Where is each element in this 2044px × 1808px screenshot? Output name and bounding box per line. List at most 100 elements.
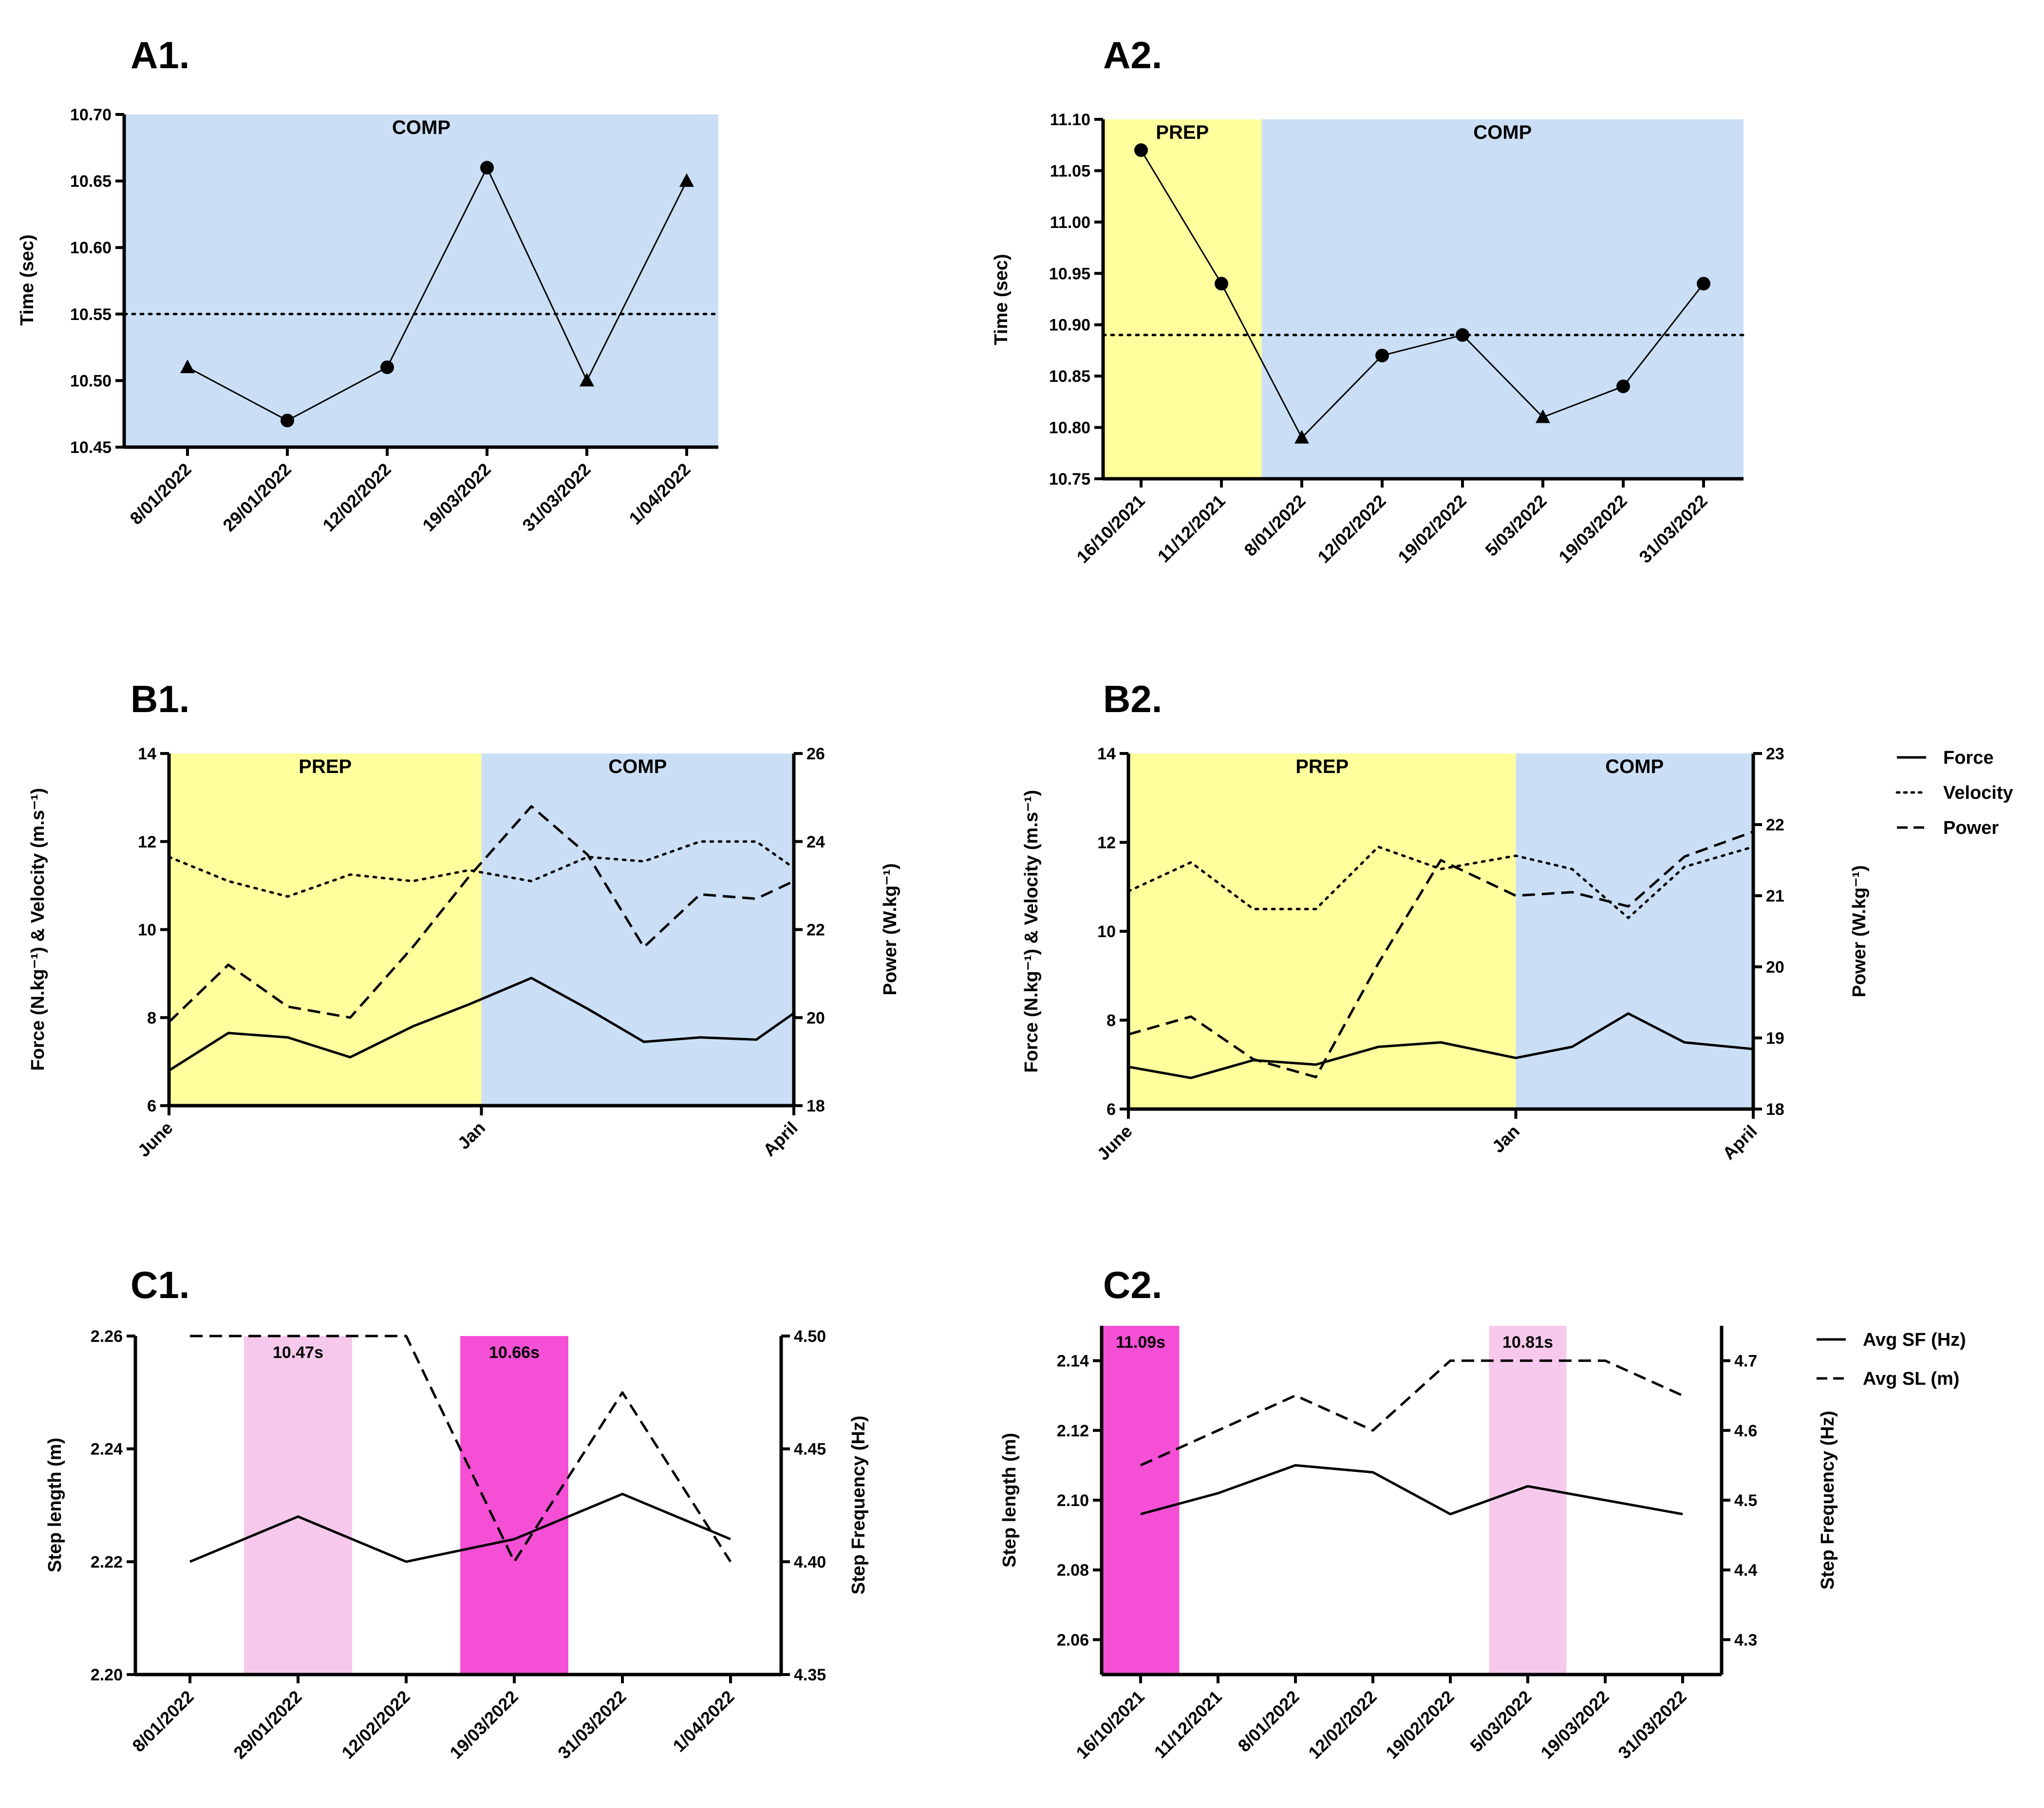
y-tick-label: 2.12 bbox=[1057, 1422, 1089, 1440]
y-tick-label: 10.90 bbox=[1049, 316, 1090, 335]
y2-tick-label: 4.40 bbox=[794, 1553, 826, 1571]
data-point bbox=[1294, 430, 1309, 444]
series-line bbox=[1140, 150, 1705, 439]
data-point bbox=[180, 359, 195, 374]
x-tick-label: 12/02/2022 bbox=[1304, 1687, 1380, 1763]
y-tick-label: 2.26 bbox=[91, 1327, 123, 1346]
x-tick-label: 11/12/2021 bbox=[1154, 491, 1229, 566]
race-time-label: 10.81s bbox=[1502, 1333, 1553, 1352]
y2-tick-label: 24 bbox=[806, 833, 825, 851]
x-tick-label: June bbox=[1093, 1121, 1136, 1164]
y-axis-label: Time (sec) bbox=[17, 234, 38, 325]
data-point bbox=[480, 161, 494, 175]
chart-B1: PREP COMP 6 8 10 12 14 18 20 22 24 26 June Jan April Fo… bbox=[28, 678, 900, 1161]
x-tick-label: 12/02/2022 bbox=[1313, 491, 1389, 567]
series-velocity bbox=[168, 840, 795, 898]
y2-tick-label: 18 bbox=[1766, 1100, 1784, 1119]
race-time-label: 11.09s bbox=[1116, 1333, 1165, 1352]
phase-label: COMP bbox=[392, 117, 450, 138]
x-tick-label: 31/03/2022 bbox=[1635, 491, 1711, 567]
x-tick-label: April bbox=[759, 1118, 802, 1160]
phase-band bbox=[124, 114, 718, 447]
x-tick-label: 31/03/2022 bbox=[1614, 1687, 1690, 1763]
y-tick-label: 2.08 bbox=[1057, 1561, 1089, 1580]
data-point bbox=[1536, 409, 1550, 423]
phase-label: PREP bbox=[1156, 122, 1209, 143]
data-point bbox=[1215, 277, 1228, 291]
panel-label: A2. bbox=[1103, 34, 1162, 76]
y-axis-label: Force (N.kg⁻¹) & Velocity (m.s⁻¹) bbox=[1021, 790, 1042, 1073]
series-power bbox=[168, 805, 795, 1023]
y-tick-label: 11.05 bbox=[1050, 162, 1090, 180]
y2-tick-label: 26 bbox=[806, 745, 825, 763]
phase-label: COMP bbox=[1605, 756, 1664, 777]
legend-label: Power bbox=[1943, 818, 1999, 838]
y-tick-label: 14 bbox=[138, 745, 156, 763]
y-tick-label: 2.20 bbox=[91, 1666, 123, 1684]
y-tick-label: 2.24 bbox=[91, 1440, 123, 1459]
y-tick-label: 2.14 bbox=[1057, 1352, 1089, 1371]
y-tick-label: 10.80 bbox=[1049, 419, 1090, 437]
legend-label: Velocity bbox=[1943, 783, 2013, 803]
x-tick-label: 19/02/2022 bbox=[1394, 491, 1470, 567]
race-highlight bbox=[1489, 1326, 1567, 1675]
series-power bbox=[1128, 830, 1754, 1078]
y-tick-label: 10 bbox=[1097, 923, 1116, 941]
race-time-label: 10.66s bbox=[489, 1343, 540, 1362]
phase-band bbox=[1128, 753, 1516, 1109]
x-tick-label: June bbox=[133, 1118, 176, 1161]
race-highlight bbox=[244, 1336, 352, 1675]
y2-tick-label: 23 bbox=[1766, 745, 1784, 763]
y2-tick-label: 4.35 bbox=[794, 1666, 826, 1684]
series-avgsfhz bbox=[189, 1492, 731, 1563]
y-tick-label: 11.10 bbox=[1050, 111, 1090, 129]
y-tick-label: 10.55 bbox=[70, 305, 112, 324]
y-axis-label: Time (sec) bbox=[991, 254, 1012, 345]
x-tick-label: Jan bbox=[453, 1118, 489, 1153]
y2-tick-label: 20 bbox=[806, 1009, 825, 1027]
y2-tick-label: 19 bbox=[1766, 1029, 1784, 1048]
x-tick-label: 5/03/2022 bbox=[1481, 491, 1550, 560]
y-axis-label: Step length (m) bbox=[45, 1438, 65, 1573]
y-tick-label: 10.70 bbox=[70, 106, 112, 124]
y-tick-label: 14 bbox=[1097, 745, 1116, 763]
y2-tick-label: 4.6 bbox=[1734, 1422, 1757, 1440]
phase-band bbox=[1261, 119, 1744, 479]
y2-tick-label: 22 bbox=[806, 921, 825, 940]
y-tick-label: 12 bbox=[1097, 834, 1116, 852]
phase-label: PREP bbox=[1295, 756, 1349, 777]
legend-label: Avg SL (m) bbox=[1863, 1369, 1959, 1389]
x-tick-label: 19/02/2022 bbox=[1382, 1687, 1458, 1763]
legend-b: Force Velocity Power bbox=[1895, 748, 2013, 838]
chart-C1: 10.47s 10.66s 2.20 2.22 2.24 2.26 4.35 4.40 4.45… bbox=[45, 1263, 869, 1763]
x-tick-label: 31/03/2022 bbox=[554, 1687, 630, 1763]
y2-tick-label: 4.4 bbox=[1734, 1561, 1757, 1580]
y-tick-label: 6 bbox=[1106, 1100, 1116, 1119]
series-force bbox=[168, 977, 795, 1072]
panel-label: C1. bbox=[131, 1263, 189, 1306]
x-tick-label: 8/01/2022 bbox=[1234, 1687, 1303, 1756]
y-tick-label: 10.50 bbox=[70, 372, 112, 390]
y2-axis-label: Step Frequency (Hz) bbox=[848, 1415, 869, 1594]
chart-A1: COMP 10.45 10.50 10.55 10.60 10.65 10.70 8/01/2… bbox=[17, 34, 720, 535]
panel-label: B2. bbox=[1103, 678, 1162, 720]
y2-tick-label: 4.5 bbox=[1734, 1491, 1757, 1510]
x-tick-label: 16/10/2021 bbox=[1072, 491, 1148, 567]
y2-tick-label: 4.7 bbox=[1734, 1352, 1757, 1371]
x-tick-label: 8/01/2022 bbox=[126, 459, 195, 528]
x-tick-label: 29/01/2022 bbox=[219, 459, 295, 535]
y-tick-label: 11.00 bbox=[1050, 213, 1090, 232]
y2-tick-label: 18 bbox=[806, 1097, 825, 1115]
legend-label: Avg SF (Hz) bbox=[1863, 1330, 1966, 1350]
x-tick-label: 31/03/2022 bbox=[518, 459, 594, 535]
y2-axis-label: Power (W.kg⁻¹) bbox=[1849, 865, 1870, 997]
data-point bbox=[1697, 277, 1710, 291]
x-tick-label: Jan bbox=[1488, 1121, 1523, 1157]
y2-axis-label: Step Frequency (Hz) bbox=[1818, 1411, 1838, 1589]
phase-band bbox=[1103, 119, 1262, 479]
series-avgsfhz bbox=[1140, 1464, 1683, 1516]
panel-label: C2. bbox=[1103, 1263, 1162, 1306]
series-avgslm bbox=[1140, 1359, 1684, 1467]
y-axis-label: Force (N.kg⁻¹) & Velocity (m.s⁻¹) bbox=[28, 788, 48, 1071]
y-tick-label: 10.60 bbox=[70, 239, 112, 257]
